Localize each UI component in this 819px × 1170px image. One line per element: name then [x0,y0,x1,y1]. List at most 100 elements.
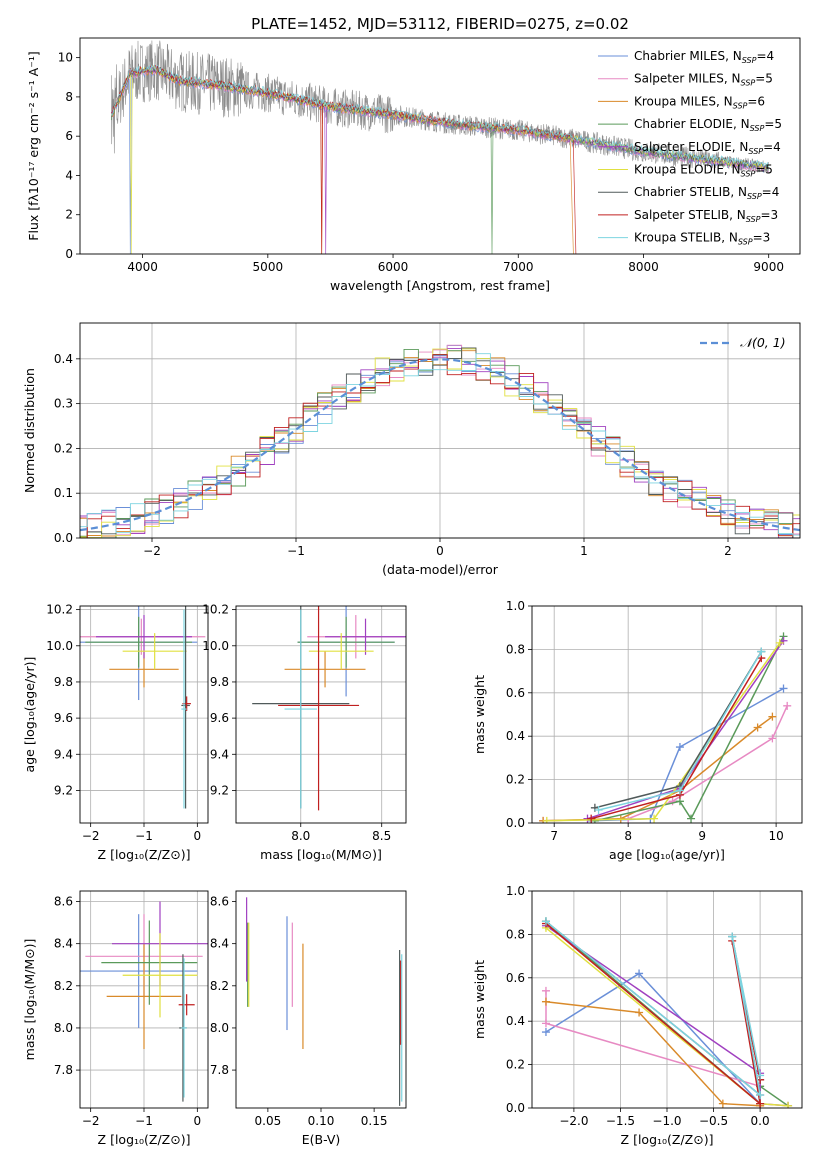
x-tick-label: 4000 [127,260,158,274]
data-point-marker [756,1099,765,1108]
y-tick-label: 0.3 [54,397,73,411]
y-tick-label: 10.2 [46,603,73,617]
data-point-marker [728,932,737,941]
x-tick-label: 8000 [628,260,659,274]
data-point-marker [635,969,644,978]
series-line [545,1000,761,1107]
series-line [594,636,785,822]
plot-area-mass-vs-Z [80,901,208,1102]
data-point-marker [675,786,684,795]
y-tick-label: 10.2 [202,603,229,617]
data-point-marker [756,1090,765,1099]
x-axis-label: E(B-V) [302,1132,341,1147]
data-point-marker [542,816,551,823]
y-tick-label: 8.4 [210,937,229,951]
x-tick-label: 9 [698,829,706,843]
x-tick-label: −1.0 [652,1114,681,1128]
x-tick-label: 6000 [378,260,409,274]
x-axis-label: mass [log₁₀(M/M⊙)] [260,847,382,862]
series-line [543,716,773,822]
y-tick-label: 0.6 [506,971,525,985]
x-tick-label: 8 [624,829,632,843]
plot-area-residual-histogram [80,344,800,538]
x-tick-label: −2 [82,829,100,843]
x-tick-label: 0 [194,1114,202,1128]
axes-age-vs-Z: −2 −1 0 9.2 9.4 9.6 9.8 10.0 10.2 Z [log₁₀(Z/Z⊙)]… [22,603,209,862]
y-tick-label: 6 [65,129,73,143]
y-tick-label: 0.4 [506,1014,525,1028]
axes-mass-weight-vs-Z: −2.0 −1.5 −1.0 −0.5 0.0 0.0 0.2 0.4 0.6 0.8 1.0 Z [… [472,884,803,1147]
y-axis-label: Normed distribution [22,368,37,493]
y-tick-label: 8.0 [54,1021,73,1035]
data-point-marker [541,1019,550,1028]
data-point-marker [541,1028,550,1037]
data-point-marker [635,1008,644,1017]
x-axis-label: (data-model)/error [382,562,499,577]
data-point-marker [753,723,762,732]
plot-area-spectrum [110,40,769,254]
y-tick-label: 8.6 [54,895,73,909]
axes-residual-histogram: −2 −1 0 1 2 0.0 0.1 0.2 0.3 0.4 (data-model)/error… [22,322,801,577]
x-tick-label: 8.5 [372,829,391,843]
data-point-marker [541,986,550,995]
histogram-series [80,344,800,536]
data-point-marker [757,647,766,656]
axes-spectrum: 4000 5000 6000 7000 8000 9000 0 2 4 6 8 10 wavelengt… [26,37,801,293]
legend-label: Salpeter ELODIE, NSSP=4 [634,140,781,156]
axes-mass-vs-ebv: 0.05 0.10 0.15 7.8 8.0 8.2 8.4 8.6 E(B-V) [210,890,407,1147]
observed-spectrum [111,40,769,174]
y-tick-label: 0.0 [506,1101,525,1115]
axes-mass-weight-vs-age: 7 8 9 10 0.0 0.2 0.4 0.6 0.8 1.0 age [log₁₀(age/yr… [472,599,803,862]
y-tick-label: 4 [65,168,73,182]
y-tick-label: 0.2 [506,773,525,787]
x-tick-label: −1 [135,829,153,843]
y-tick-label: 8 [65,90,73,104]
data-point-marker [687,814,696,823]
axes-frame [531,605,803,824]
plot-area-mass-weight-vs-Z [541,917,793,1108]
data-point-marker [718,1099,727,1108]
legend-label: Salpeter STELIB, NSSP=3 [634,208,778,224]
histogram-series [80,353,800,536]
y-tick-label: 2 [65,208,73,222]
y-tick-label: 0.8 [506,642,525,656]
x-tick-label: 0 [194,829,202,843]
data-point-marker [768,712,777,721]
plot-area-mass-vs-ebv [246,897,403,1106]
y-tick-label: 0.0 [54,531,73,545]
data-point-marker [541,917,550,926]
x-tick-label: 9000 [753,260,784,274]
y-tick-label: 0.6 [506,686,525,700]
x-axis-label: Z [log₁₀(Z/Z⊙)] [98,1132,191,1147]
x-tick-label: −1.5 [606,1114,635,1128]
x-tick-label: −0.5 [699,1114,728,1128]
x-tick-label: −1 [287,544,305,558]
legend-label: Chabrier ELODIE, NSSP=5 [634,117,782,133]
axes-frame [235,605,407,824]
histogram-series [80,348,800,538]
x-axis-label: Z [log₁₀(Z/Z⊙)] [98,847,191,862]
x-tick-label: 1 [580,544,588,558]
y-tick-label: 7.8 [54,1063,73,1077]
data-point-marker [783,701,792,710]
x-tick-label: 8.0 [291,829,310,843]
y-axis-label: Flux [fλ10⁻¹⁷ erg cm⁻² s⁻¹ A⁻¹] [26,51,41,240]
axes-age-vs-mass: 8.0 8.5 9.2 9.4 9.6 9.8 10.0 10.2 mass [log₁₀(M/… [202,603,407,862]
y-tick-label: 10 [58,51,73,65]
y-axis-label: mass weight [472,675,487,754]
y-tick-label: 0.8 [506,927,525,941]
y-tick-label: 0.0 [506,816,525,830]
x-tick-label: −1 [135,1114,153,1128]
y-tick-label: 9.4 [54,747,73,761]
legend-label: 𝒩(0, 1) [740,335,786,350]
y-tick-label: 0.1 [54,486,73,500]
x-tick-label: 10 [768,829,783,843]
x-tick-label: −2 [143,544,161,558]
plot-area-age-vs-Z [80,606,206,809]
y-tick-label: 8.4 [54,937,73,951]
legend-label: Chabrier MILES, NSSP=4 [634,49,774,65]
axes-mass-vs-Z: −2 −1 0 7.8 8.0 8.2 8.4 8.6 Z [log₁₀(Z/Z⊙)] mass … [22,890,209,1147]
y-tick-label: 9.6 [54,711,73,725]
y-tick-label: 9.2 [54,783,73,797]
data-point-marker [768,734,777,743]
